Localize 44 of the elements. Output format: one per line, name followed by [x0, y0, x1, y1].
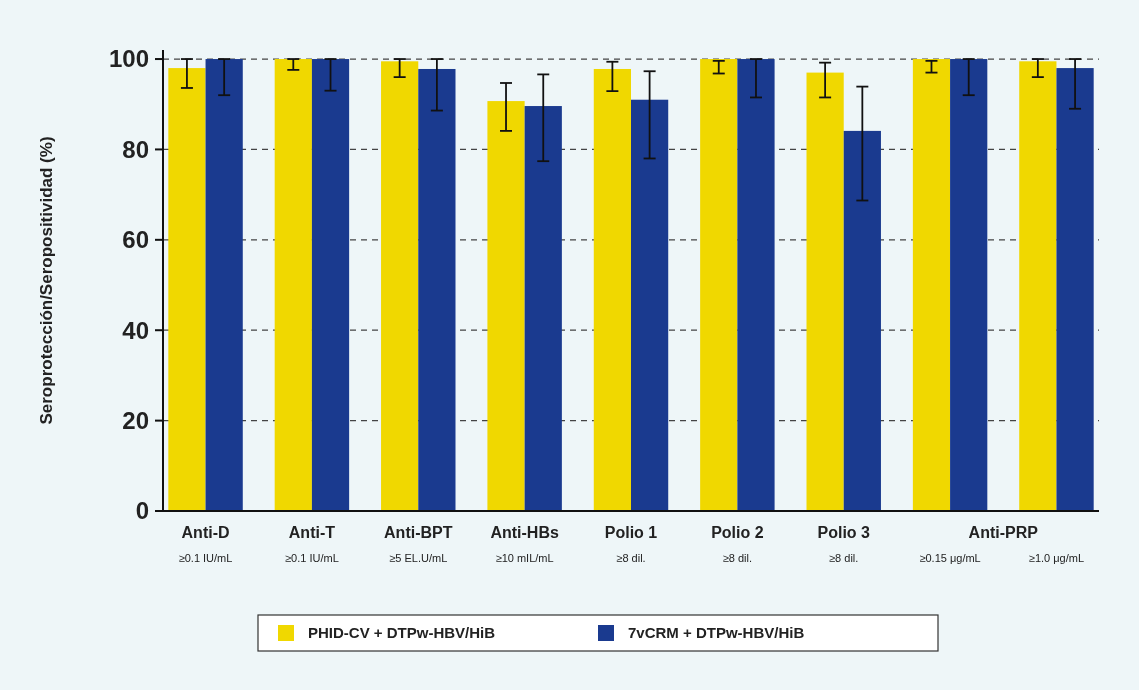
bar [806, 72, 844, 511]
y-tick-label: 60 [122, 226, 149, 254]
x-tick-label: ≥5 EL.U/mL [389, 552, 448, 564]
bar [524, 106, 562, 511]
bar [912, 59, 951, 511]
text: Polio 2 [711, 524, 764, 541]
text: Anti-BPT [384, 524, 453, 541]
bar [737, 59, 775, 511]
legend-label: 7vCRM + DTPw-HBV/HiB [628, 624, 805, 642]
bar [168, 68, 206, 511]
legend-label: PHID-CV + DTPw-HBV/HiB [308, 624, 496, 642]
bar [274, 59, 312, 511]
y-axis-title: Seroprotección/Seropositividad (%) [37, 136, 56, 425]
bar [843, 130, 881, 511]
bar [311, 59, 350, 511]
bar [631, 99, 669, 511]
text: Anti-T [288, 524, 336, 541]
bar [205, 59, 243, 511]
bar [950, 59, 988, 511]
y-tick-label: 20 [122, 407, 149, 435]
y-tick-label: 100 [108, 45, 149, 73]
bar [1056, 68, 1094, 511]
x-tick-label: ≥1.0 μg/mL [1028, 552, 1085, 564]
bar [1019, 61, 1057, 511]
bar [593, 68, 631, 511]
y-tick-label: 40 [122, 316, 149, 344]
x-tick-label: ≥10 mIL/mL [495, 552, 554, 564]
y-tick-label: 80 [122, 135, 149, 163]
x-tick-label: ≥0.15 μg/mL [919, 552, 981, 564]
bar [487, 101, 525, 511]
bar [700, 59, 738, 511]
bar [418, 68, 456, 511]
text: Polio 3 [817, 524, 871, 541]
y-tick-label: 0 [135, 497, 149, 525]
x-tick-label: ≥0.1 IU/mL [285, 552, 339, 564]
x-tick-label: ≥0.1 IU/mL [178, 552, 233, 564]
x-tick-label: ≥8 dil. [829, 552, 859, 564]
text: Polio 1 [604, 524, 658, 541]
x-tick-label: ≥8 dil. [616, 552, 646, 564]
x-tick-label: ≥8 dil. [722, 552, 752, 564]
bar [381, 61, 419, 511]
text: Anti-HBs [490, 524, 559, 541]
text: Anti-D [181, 524, 230, 541]
text: Anti-PRP [968, 524, 1039, 541]
